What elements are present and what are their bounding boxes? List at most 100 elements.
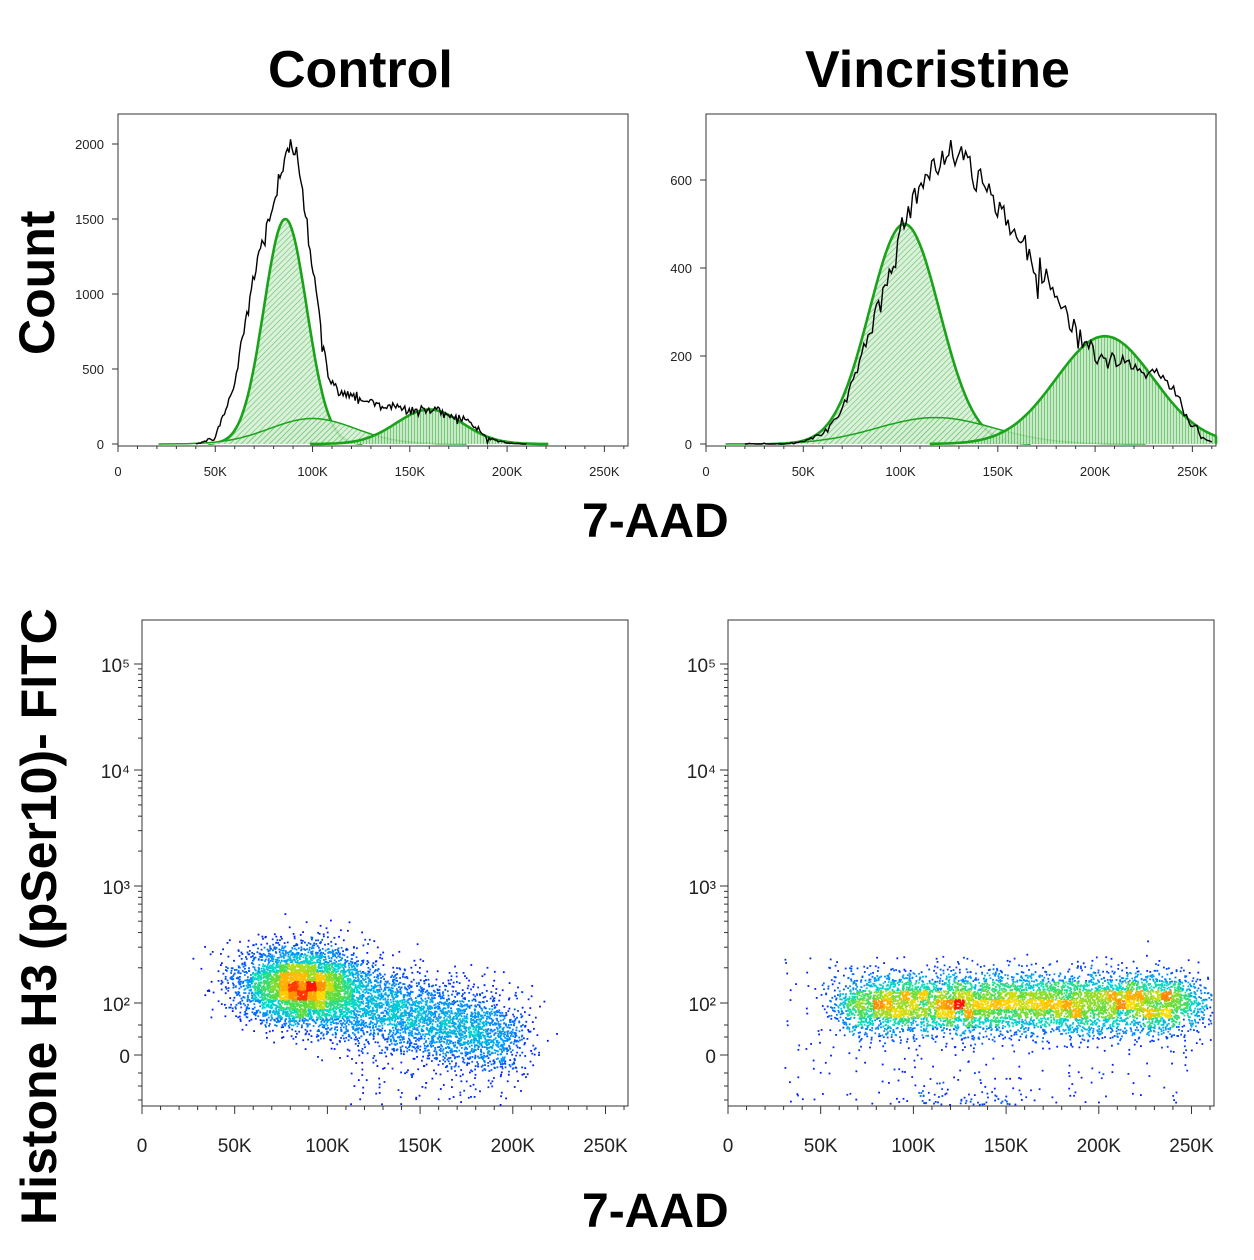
event-dot [392, 1006, 395, 1009]
event-dot [406, 988, 409, 991]
event-dot [256, 978, 259, 981]
event-dot [416, 943, 419, 946]
event-dot [339, 1026, 342, 1029]
event-dot [252, 971, 254, 974]
event-dot [237, 1002, 240, 1005]
event-dot [459, 1091, 462, 1094]
event-dot [322, 1013, 324, 1016]
event-dot [341, 965, 343, 968]
event-dot [354, 1043, 357, 1045]
event-dot [495, 1018, 498, 1020]
event-dot [447, 1057, 450, 1060]
event-dot [411, 1032, 413, 1035]
event-dot [341, 953, 344, 956]
event-dot [433, 997, 435, 1000]
event-dot [270, 964, 273, 967]
event-dot [247, 986, 250, 989]
event-dot [418, 1037, 420, 1040]
event-dot [455, 975, 458, 978]
event-dot [419, 1021, 422, 1023]
event-dot [408, 998, 411, 1000]
event-dot [367, 1000, 370, 1003]
event-dot [257, 998, 260, 1001]
event-dot [271, 1016, 273, 1019]
event-dot [501, 989, 504, 992]
event-dot [242, 996, 245, 999]
event-dot [408, 984, 411, 986]
event-dot [258, 981, 260, 984]
event-dot [370, 973, 372, 976]
event-dot [307, 1014, 309, 1016]
event-dot [431, 997, 434, 1000]
event-dot [471, 1050, 474, 1053]
event-dot [343, 975, 346, 978]
event-dot [414, 964, 417, 966]
event-dot [365, 1002, 368, 1004]
event-dot [332, 1008, 335, 1011]
event-dot [499, 1061, 501, 1064]
event-dot [407, 1037, 410, 1040]
event-dot [353, 1000, 356, 1003]
event-dot [251, 997, 253, 999]
event-dot [334, 1031, 337, 1034]
event-dot [331, 1042, 334, 1044]
event-dot [384, 1007, 387, 1009]
event-dot [487, 1057, 490, 1059]
event-dot [388, 994, 390, 996]
x-axis-label-top: 7-AAD [582, 495, 729, 548]
event-dot [237, 991, 240, 993]
event-dot [459, 1042, 462, 1045]
event-dot [434, 1013, 436, 1016]
event-dot [390, 1013, 393, 1016]
event-dot [281, 947, 283, 950]
event-dot [521, 1073, 524, 1076]
event-dot [501, 1047, 504, 1049]
event-dot [405, 1046, 407, 1049]
event-dot [445, 1042, 448, 1045]
event-dot [345, 1007, 348, 1010]
event-dot [454, 1070, 456, 1072]
event-dot [351, 998, 354, 1001]
event-dot [499, 1036, 501, 1038]
event-dot [270, 970, 273, 973]
event-dot [447, 982, 450, 985]
event-dot [307, 1008, 310, 1011]
event-dot [254, 988, 256, 990]
event-dot [465, 1020, 468, 1022]
event-dot [399, 1032, 402, 1035]
event-dot [222, 948, 224, 951]
event-dot [320, 962, 323, 965]
event-dot [499, 1014, 501, 1017]
event-dot [346, 1020, 349, 1023]
event-dot [400, 1103, 403, 1105]
event-dot [412, 1073, 415, 1075]
event-dot [368, 974, 371, 977]
event-dot [271, 938, 274, 941]
event-dot [344, 985, 346, 988]
event-dot [414, 1017, 416, 1019]
event-dot [342, 1022, 345, 1024]
event-dot [428, 1018, 431, 1021]
event-dot [442, 1048, 445, 1051]
event-dot [399, 1022, 402, 1025]
event-dot [524, 1055, 527, 1057]
event-dot [344, 962, 346, 965]
event-dot [310, 958, 313, 961]
event-dot [444, 1032, 447, 1034]
event-dot [403, 1050, 405, 1053]
event-dot [352, 984, 355, 986]
event-dot [339, 1011, 342, 1013]
event-dot [286, 1010, 289, 1013]
event-dot [428, 1042, 431, 1045]
event-dot [373, 999, 375, 1002]
event-dot [411, 1021, 414, 1023]
event-dot [357, 1005, 360, 1007]
event-dot [362, 972, 365, 975]
event-dot [262, 1013, 264, 1016]
event-dot [292, 1015, 295, 1018]
event-dot [441, 997, 444, 999]
event-dot [476, 1031, 479, 1033]
event-dot [361, 971, 364, 973]
event-dot [447, 1043, 450, 1046]
event-dot [339, 1057, 341, 1059]
